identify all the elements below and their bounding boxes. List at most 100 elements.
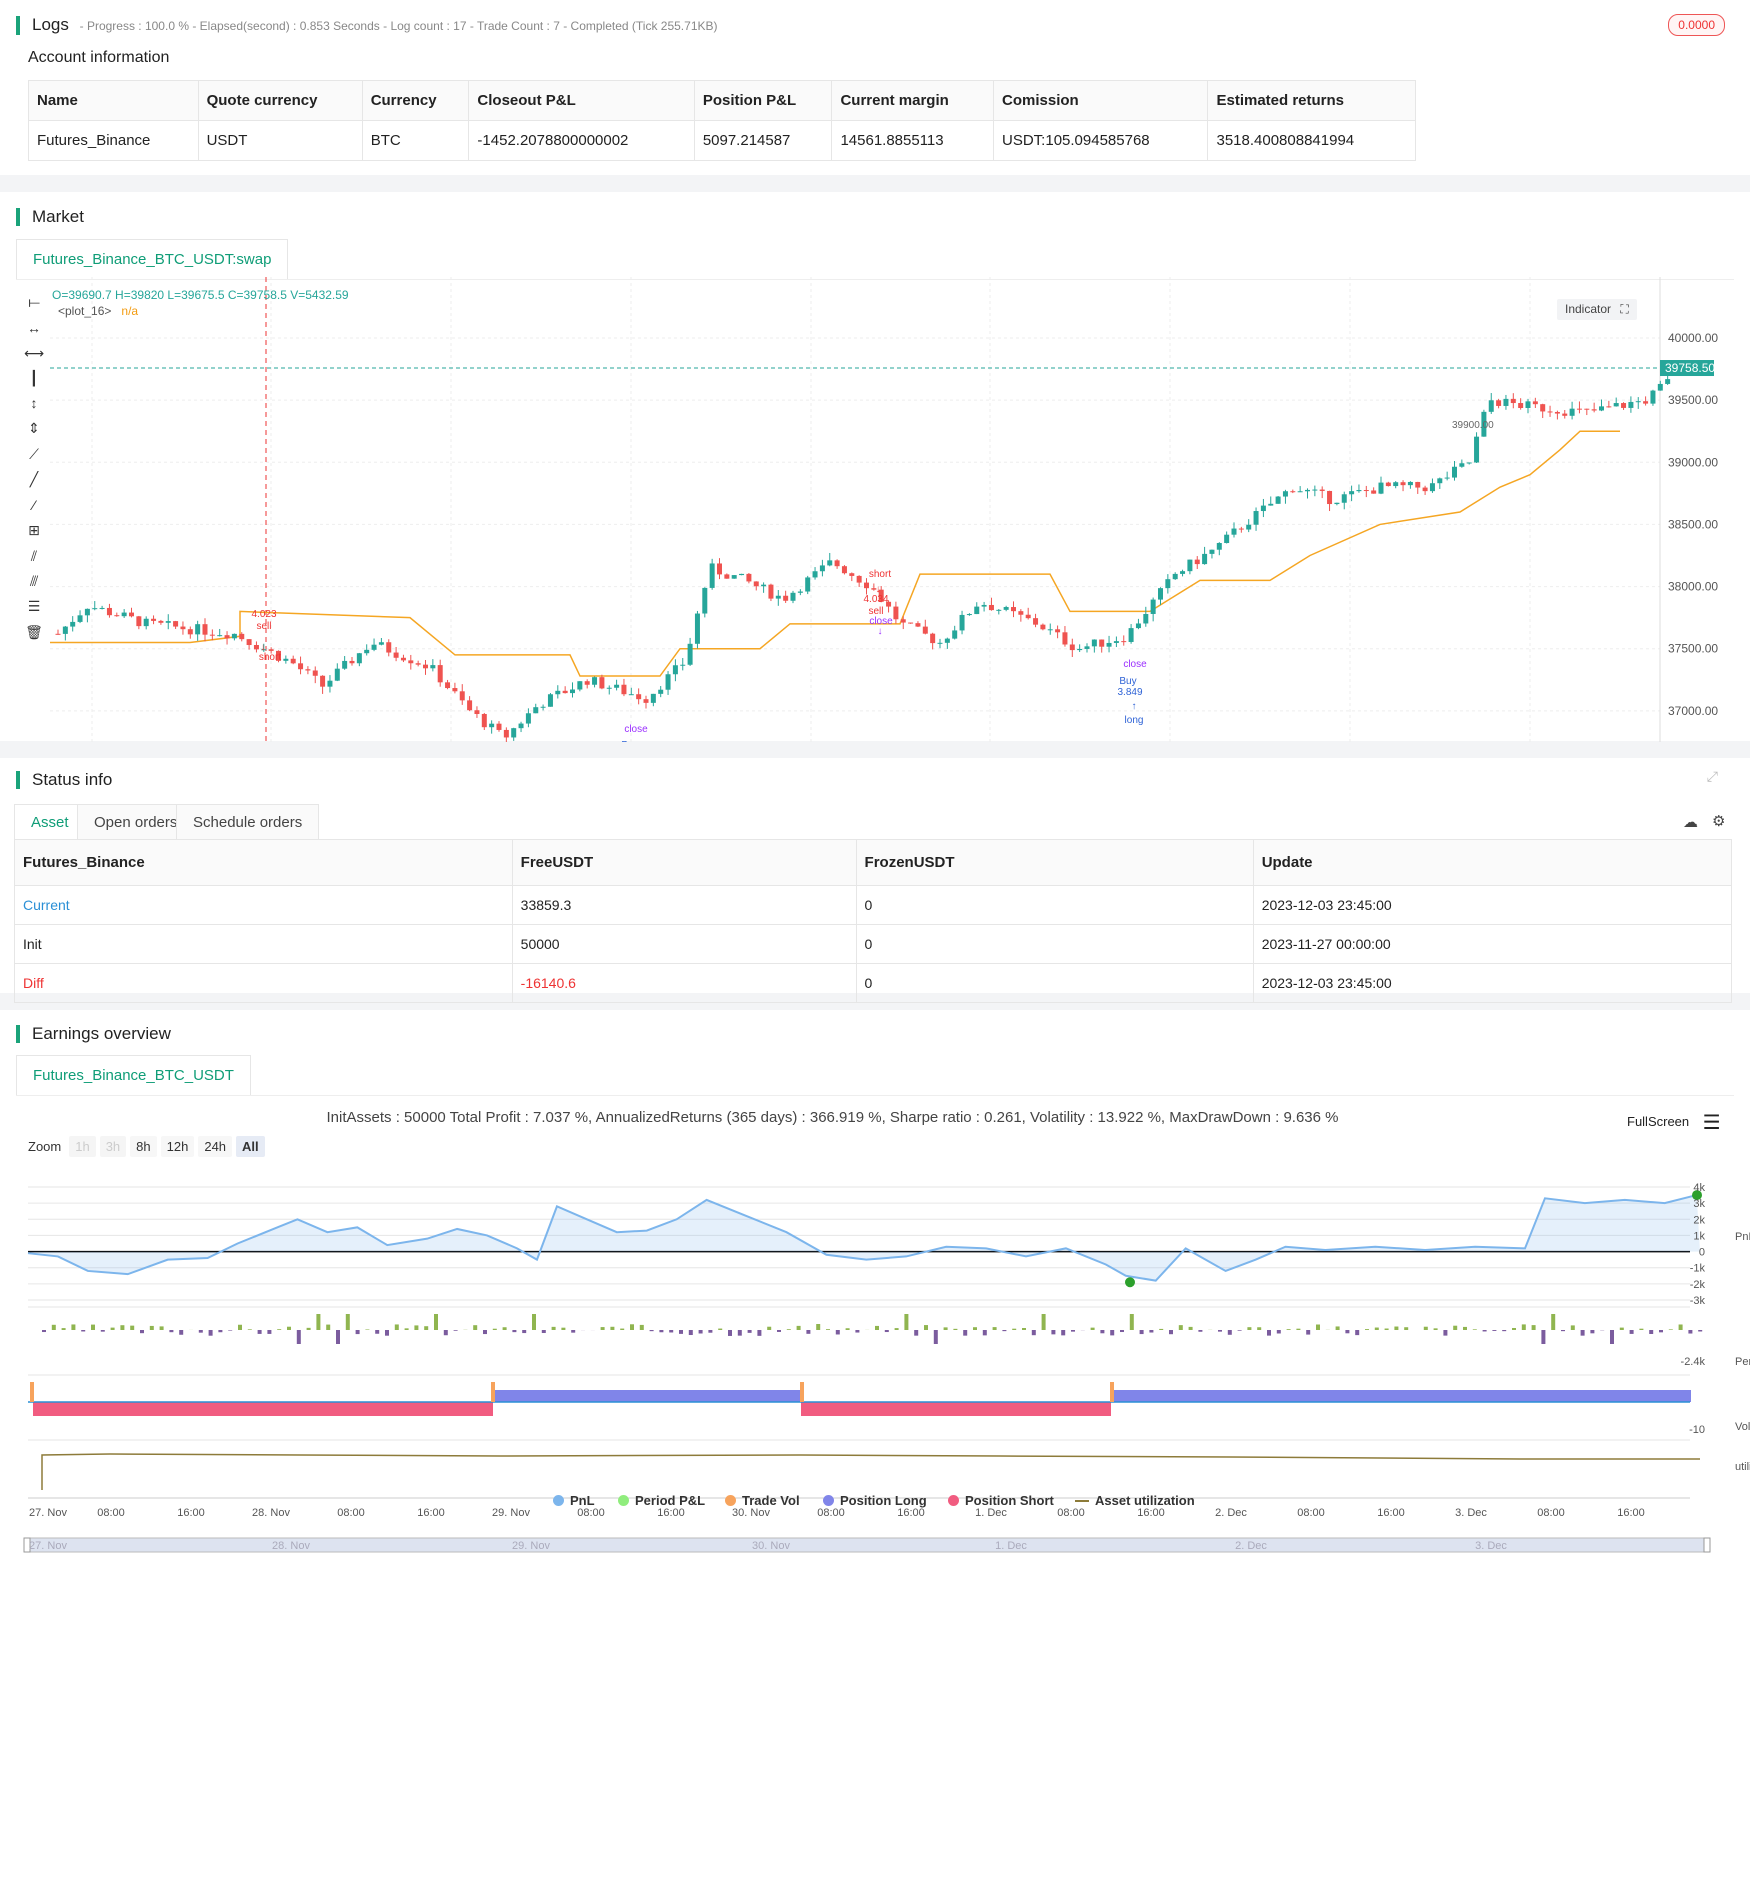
- period-bar: [1257, 1327, 1262, 1330]
- trash-icon[interactable]: 🗑: [25, 624, 43, 640]
- asset-row: Init 50000 0 2023-11-27 00:00:00: [14, 924, 1733, 964]
- period-bar: [512, 1330, 517, 1333]
- candle: [1496, 400, 1502, 406]
- candle: [915, 623, 921, 627]
- zoom-12h[interactable]: 12h: [160, 1136, 195, 1157]
- pnl-axis-title: PnL: [1735, 1231, 1750, 1243]
- vertical-segment-icon[interactable]: ⇕: [28, 420, 40, 436]
- legend-item-position-short[interactable]: Position Short: [948, 1493, 1054, 1508]
- status-tab-schedule-orders[interactable]: Schedule orders: [176, 804, 320, 840]
- candle: [1334, 502, 1340, 505]
- period-bar: [698, 1330, 703, 1334]
- earnings-chart[interactable]: 4k 3k 2k 1k 0 -1k -2k -3k PnL -2.4k Period P&L -10 V…: [0, 1150, 1750, 1899]
- candle: [1150, 599, 1156, 614]
- period-bar: [963, 1330, 968, 1336]
- zoom-3h[interactable]: 3h: [99, 1136, 127, 1157]
- candle: [467, 700, 473, 711]
- candle: [621, 684, 627, 695]
- candle: [1378, 482, 1384, 494]
- navigator-handle-right[interactable]: [1703, 1537, 1711, 1553]
- period-bar: [208, 1330, 213, 1336]
- period-bar: [326, 1324, 331, 1330]
- candle: [1172, 573, 1178, 580]
- candle: [1407, 481, 1413, 486]
- status-tab-open-orders[interactable]: Open orders: [77, 804, 195, 840]
- fullscreen-icon[interactable]: ⤢: [1706, 768, 1718, 784]
- fibonacci-icon[interactable]: ☰: [27, 598, 41, 614]
- candle: [1033, 618, 1039, 625]
- zoom-24h[interactable]: 24h: [198, 1136, 233, 1157]
- status-title: Status info: [16, 771, 112, 789]
- period-bar: [277, 1329, 282, 1330]
- candle: [290, 658, 296, 664]
- period-bar: [904, 1314, 909, 1330]
- period-bar: [914, 1330, 919, 1336]
- fullscreen-button[interactable]: FullScreen ☰: [1627, 1110, 1721, 1135]
- candle: [533, 707, 539, 714]
- candlestick-chart[interactable]: 40000.00 39500.00 39000.00 38500.00 38000.00…: [0, 272, 1750, 742]
- vertical-line-icon[interactable]: ┃: [29, 370, 39, 386]
- horizontal-line-icon[interactable]: ⟝: [28, 294, 40, 310]
- price-range-icon[interactable]: ⊞: [28, 522, 40, 538]
- parallel-channel-icon[interactable]: ⫽: [30, 548, 38, 564]
- candle: [437, 665, 443, 683]
- zoom-1h[interactable]: 1h: [69, 1136, 96, 1157]
- earnings-symbol-tab[interactable]: Futures_Binance_BTC_USDT: [16, 1055, 251, 1095]
- horizontal-segment-icon[interactable]: ⟷: [24, 345, 45, 361]
- asset-cell: 2023-12-03 23:45:00: [1252, 885, 1733, 925]
- segment-line-icon[interactable]: ⁄: [32, 497, 36, 513]
- logs-badge: 0.0000: [1668, 14, 1725, 36]
- signal-sell: sell: [868, 606, 883, 617]
- asset-header-2: FrozenUSDT: [855, 839, 1254, 886]
- period-bar: [385, 1330, 389, 1336]
- candle: [1158, 588, 1163, 600]
- candle: [768, 584, 774, 599]
- candle: [151, 618, 157, 621]
- trade-vol-bar: [30, 1382, 34, 1402]
- asset-cell: 2023-11-27 00:00:00: [1252, 924, 1733, 964]
- zoom-All[interactable]: All: [236, 1136, 265, 1157]
- period-bar: [1629, 1330, 1634, 1334]
- status-tab-asset[interactable]: Asset: [14, 804, 86, 840]
- period-bar: [1374, 1327, 1379, 1330]
- period-bar: [1169, 1330, 1173, 1335]
- download-icon[interactable]: ☁: [1683, 814, 1698, 831]
- legend-item-asset-utilization[interactable]: Asset utilization: [1075, 1493, 1195, 1508]
- period-bar: [100, 1330, 105, 1332]
- period-bar: [1678, 1324, 1683, 1330]
- signal-short: short: [869, 569, 891, 580]
- candle: [62, 626, 68, 634]
- trend-line-icon[interactable]: ⟋: [29, 446, 39, 462]
- ray-line-icon[interactable]: ╱: [29, 471, 39, 487]
- period-bar: [1031, 1330, 1036, 1336]
- legend-item-trade-vol[interactable]: Trade Vol: [725, 1493, 800, 1508]
- x-tick-label: 08:00: [337, 1507, 365, 1519]
- candle: [393, 652, 399, 658]
- legend-item-position-long[interactable]: Position Long: [823, 1493, 927, 1508]
- fib-channel-icon[interactable]: ⫻: [29, 573, 39, 589]
- vertical-ray-icon[interactable]: ↕: [30, 395, 38, 411]
- indicator-line: [50, 430, 1620, 677]
- horizontal-ray-icon[interactable]: ↔: [27, 320, 41, 336]
- period-bar: [1002, 1330, 1007, 1332]
- asset-header-1: FreeUSDT: [511, 839, 857, 886]
- account-cell-4: 5097.214587: [693, 120, 833, 161]
- signal-short: short: [259, 652, 281, 663]
- indicator-button[interactable]: Indicator ⛶: [1557, 299, 1637, 320]
- zoom-8h[interactable]: 8h: [130, 1136, 157, 1157]
- settings-icon[interactable]: ⚙: [1712, 813, 1726, 830]
- period-bar: [483, 1330, 487, 1335]
- x-tick-label: 16:00: [1137, 1507, 1165, 1519]
- period-bar: [1649, 1330, 1654, 1334]
- candle: [1290, 491, 1296, 493]
- legend-item-pnl[interactable]: PnL: [553, 1493, 595, 1508]
- period-bar: [649, 1330, 654, 1332]
- account-cell-2: BTC: [361, 120, 470, 161]
- account-title: Account information: [28, 49, 170, 66]
- asset-cell: Init: [14, 924, 513, 964]
- navigator-handle-left[interactable]: [23, 1537, 31, 1553]
- period-bar: [1443, 1330, 1448, 1336]
- legend-item-period-p-l[interactable]: Period P&L: [618, 1493, 705, 1508]
- period-bar: [826, 1329, 830, 1330]
- market-symbol-tab[interactable]: Futures_Binance_BTC_USDT:swap: [16, 239, 289, 279]
